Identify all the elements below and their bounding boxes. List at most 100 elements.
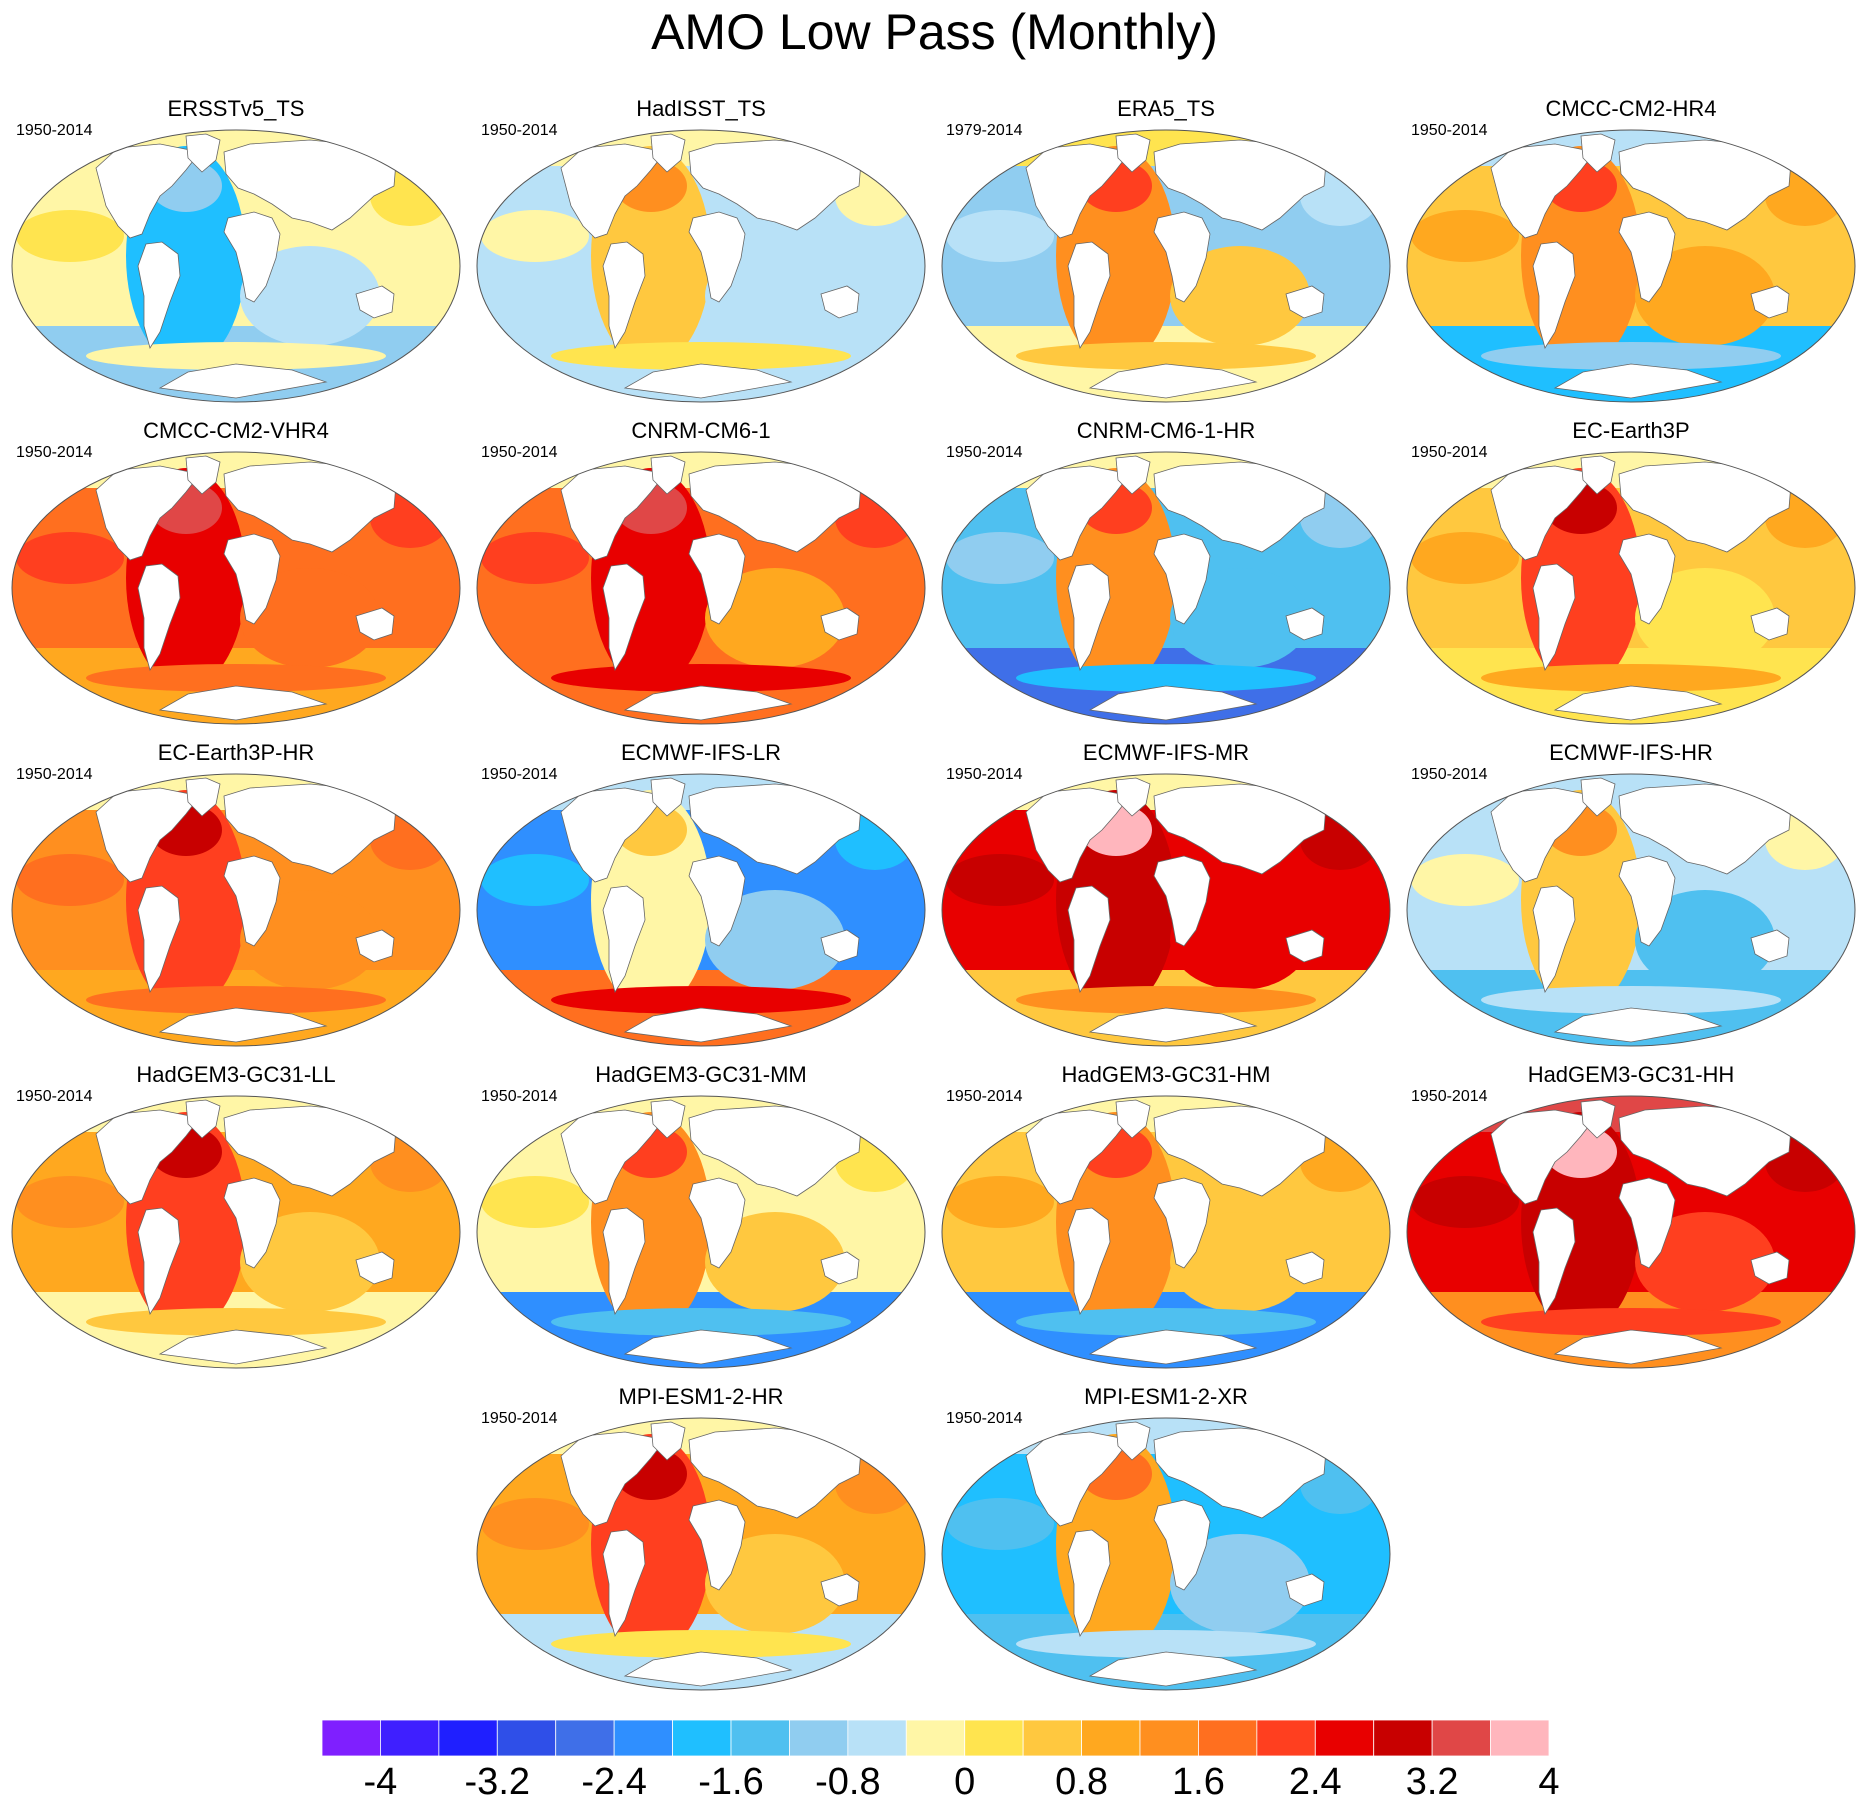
panel-period: 1950-2014 xyxy=(946,1088,1023,1105)
map-border xyxy=(1406,1095,1856,1369)
east-pacific-field xyxy=(16,1176,124,1228)
colorbar-tick-label: 3.2 xyxy=(1405,1761,1459,1803)
map-panel: EC-Earth3P-HR 1950-2014 xyxy=(8,740,464,1056)
colorbar-swatch xyxy=(1139,1720,1199,1756)
continent-outline xyxy=(560,143,666,239)
continent-outline xyxy=(650,777,686,817)
colorbar-swatch xyxy=(613,1720,673,1756)
southern-band-field xyxy=(86,986,386,1014)
continent-outline xyxy=(1532,241,1576,349)
world-map xyxy=(11,129,461,403)
continent-outline xyxy=(1115,455,1151,495)
continent-outline xyxy=(1115,1099,1151,1139)
continent-outline xyxy=(185,1099,221,1139)
east-pacific-field xyxy=(481,854,589,906)
continent-outline xyxy=(1618,533,1676,625)
colorbar-tick-label: 0.8 xyxy=(1055,1761,1108,1803)
continent-outline xyxy=(1025,143,1131,239)
colorbar-swatch xyxy=(555,1720,615,1756)
continent-outline xyxy=(185,133,221,173)
colorbar-swatch xyxy=(1256,1720,1316,1756)
continent-outline xyxy=(1153,1177,1211,1269)
continent-outline xyxy=(185,777,221,817)
continent-outline xyxy=(1553,685,1723,721)
colorbar-swatch xyxy=(964,1720,1024,1756)
continent-outline xyxy=(95,143,201,239)
panel-title: EC-Earth3P xyxy=(1572,418,1690,443)
continent-outline xyxy=(1490,1109,1596,1205)
panel-period: 1950-2014 xyxy=(481,766,558,783)
map-border xyxy=(11,129,461,403)
panel-title: CMCC-CM2-VHR4 xyxy=(143,418,329,443)
continent-outline xyxy=(1088,1651,1258,1687)
continent-outline xyxy=(1088,685,1258,721)
world-map xyxy=(941,1095,1391,1369)
panel-period: 1950-2014 xyxy=(1411,766,1488,783)
continent-outline xyxy=(820,929,860,963)
continent-outline xyxy=(1067,563,1111,671)
continent-outline xyxy=(1618,211,1676,303)
continent-outline xyxy=(1490,787,1596,883)
colorbar xyxy=(322,1720,1549,1756)
southern-band-field xyxy=(86,342,386,370)
southern-band-field xyxy=(551,664,851,692)
map-border xyxy=(476,773,926,1047)
continent-outline xyxy=(1067,885,1111,993)
panel-period: 1950-2014 xyxy=(16,444,93,461)
continent-outline xyxy=(1750,929,1790,963)
panel-title: ERA5_TS xyxy=(1117,96,1215,121)
map-border xyxy=(11,1095,461,1369)
east-pacific-field xyxy=(946,532,1054,584)
southern-band-field xyxy=(551,1308,851,1336)
continent-outline xyxy=(1088,1007,1258,1043)
continent-outline xyxy=(1285,1251,1325,1285)
continent-outline xyxy=(1067,1207,1111,1315)
continent-outline xyxy=(1025,465,1131,561)
continent-outline xyxy=(1285,1573,1325,1607)
continent-outline xyxy=(623,685,793,721)
map-panel: EC-Earth3P 1950-2014 xyxy=(1403,418,1859,734)
map-border xyxy=(941,1417,1391,1691)
continent-outline xyxy=(560,787,666,883)
indian-ocean-field xyxy=(1635,1212,1775,1312)
continent-outline xyxy=(95,465,201,561)
continent-outline xyxy=(1580,1099,1616,1139)
southern-band-field xyxy=(1481,1308,1781,1336)
panel-title: MPI-ESM1-2-HR xyxy=(618,1384,784,1409)
map-border xyxy=(476,1095,926,1369)
indian-ocean-field xyxy=(240,246,380,346)
colorbar-tick-label: 0 xyxy=(954,1761,976,1803)
panel-period: 1950-2014 xyxy=(946,766,1023,783)
continent-outline xyxy=(623,1329,793,1365)
continent-outline xyxy=(355,1251,395,1285)
continent-outline xyxy=(602,241,646,349)
map-border xyxy=(941,773,1391,1047)
continent-outline xyxy=(1580,777,1616,817)
map-panel: HadGEM3-GC31-LL 1950-2014 xyxy=(8,1062,464,1378)
east-pacific-field xyxy=(16,532,124,584)
continent-outline xyxy=(223,1177,281,1269)
continent-outline xyxy=(137,1207,181,1315)
continent-outline xyxy=(158,363,328,399)
continent-outline xyxy=(1285,607,1325,641)
continent-outline xyxy=(1553,363,1723,399)
continent-outline xyxy=(1750,1251,1790,1285)
map-panel: HadGEM3-GC31-MM 1950-2014 xyxy=(473,1062,929,1378)
southern-band-field xyxy=(1016,986,1316,1014)
east-pacific-field xyxy=(946,1498,1054,1550)
continent-outline xyxy=(1285,929,1325,963)
continent-outline xyxy=(1025,1431,1131,1527)
continent-outline xyxy=(355,607,395,641)
panel-title: ECMWF-IFS-LR xyxy=(620,740,782,765)
colorbar-swatch xyxy=(905,1720,966,1756)
map-panel: ERA5_TS 1979-2014 xyxy=(938,96,1394,412)
world-map xyxy=(1406,129,1856,403)
continent-outline xyxy=(820,1573,860,1607)
continent-outline xyxy=(602,1529,646,1637)
map-panel: CNRM-CM6-1 1950-2014 xyxy=(473,418,929,734)
continent-outline xyxy=(1532,1207,1576,1315)
colorbar-swatch xyxy=(496,1720,557,1756)
east-pacific-field xyxy=(1411,210,1519,262)
world-map xyxy=(476,1095,926,1369)
map-border xyxy=(1406,773,1856,1047)
